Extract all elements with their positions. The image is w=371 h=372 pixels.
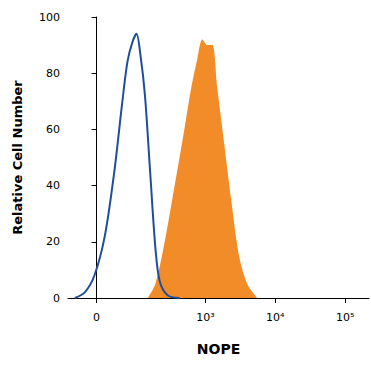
svg-text:Relative Cell Number: Relative Cell Number: [10, 80, 25, 235]
svg-text:60: 60: [46, 123, 60, 136]
svg-text:40: 40: [46, 179, 60, 192]
svg-text:0: 0: [53, 292, 60, 305]
svg-text:80: 80: [46, 67, 60, 80]
svg-text:10³: 10³: [196, 311, 214, 324]
svg-text:10⁵: 10⁵: [336, 311, 354, 324]
svg-text:100: 100: [39, 11, 60, 24]
svg-text:20: 20: [46, 235, 60, 248]
svg-text:0: 0: [93, 311, 100, 324]
svg-text:NOPE: NOPE: [197, 341, 240, 357]
svg-text:10⁴: 10⁴: [266, 311, 285, 324]
